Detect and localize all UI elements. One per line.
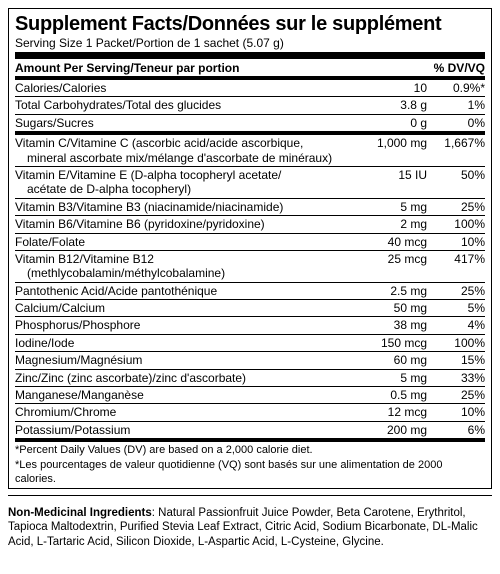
nutrient-row: Chromium/Chrome12 mcg10% [15, 404, 485, 420]
column-header-row: Amount Per Serving/Teneur par portion % … [15, 59, 485, 76]
nutrient-dv: 15% [427, 353, 485, 367]
nutrient-amount: 15 IU [355, 168, 427, 182]
nutrient-name: Magnesium/Magnésium [15, 353, 355, 367]
nutrient-dv: 50% [427, 168, 485, 182]
nutrient-dv: 1% [427, 98, 485, 112]
nutrient-name: Potassium/Potassium [15, 423, 355, 437]
nutrient-name: Vitamin B12/Vitamine B12(methlycobalamin… [15, 252, 355, 281]
nutrient-dv: 5% [427, 301, 485, 315]
nutrient-name: Folate/Folate [15, 235, 355, 249]
nutrient-amount: 60 mg [355, 353, 427, 367]
nutrient-dv: 25% [427, 388, 485, 402]
nutrient-dv: 0% [427, 116, 485, 130]
nutrient-row: Iodine/Iode150 mcg100% [15, 335, 485, 351]
nutrient-amount: 3.8 g [355, 98, 427, 112]
footnote-en: *Percent Daily Values (DV) are based on … [15, 442, 485, 457]
nutrient-name: Vitamin E/Vitamine E (D-alpha tocopheryl… [15, 168, 355, 197]
nutrient-name: Calories/Calories [15, 81, 355, 95]
nutrient-amount: 25 mcg [355, 252, 427, 266]
footnote-fr: *Les pourcentages de valeur quotidienne … [15, 457, 485, 485]
nutrient-name: Chromium/Chrome [15, 405, 355, 419]
header-amount-per-serving: Amount Per Serving/Teneur par portion [15, 61, 239, 75]
supplement-facts-panel: Supplement Facts/Données sur le suppléme… [8, 8, 492, 489]
nutrient-amount: 200 mg [355, 423, 427, 437]
nutrient-name: Manganese/Manganèse [15, 388, 355, 402]
nutrient-amount: 150 mcg [355, 336, 427, 350]
panel-title: Supplement Facts/Données sur le suppléme… [15, 13, 485, 35]
nutrient-dv: 10% [427, 235, 485, 249]
nutrient-dv: 25% [427, 200, 485, 214]
nutrient-row: Vitamin B12/Vitamine B12(methlycobalamin… [15, 251, 485, 282]
nutrient-name: Pantothenic Acid/Acide pantothénique [15, 284, 355, 298]
nutrient-name: Vitamin B3/Vitamine B3 (niacinamide/niac… [15, 200, 355, 214]
nutrient-row: Vitamin B3/Vitamine B3 (niacinamide/niac… [15, 199, 485, 215]
nutrient-amount: 40 mcg [355, 235, 427, 249]
nutrient-row: Manganese/Manganèse0.5 mg25% [15, 387, 485, 403]
outer-separator [8, 495, 492, 496]
nutrient-row: Folate/Folate40 mcg10% [15, 234, 485, 250]
nutrient-amount: 0.5 mg [355, 388, 427, 402]
nutrient-dv: 4% [427, 318, 485, 332]
nutrient-row: Total Carbohydrates/Total des glucides3.… [15, 97, 485, 113]
nutrient-amount: 1,000 mg [355, 136, 427, 150]
nutrient-name: Calcium/Calcium [15, 301, 355, 315]
nutrient-name-sub: mineral ascorbate mix/mélange d'ascorbat… [15, 151, 351, 165]
nutrient-dv: 33% [427, 371, 485, 385]
nutrient-amount: 5 mg [355, 371, 427, 385]
nutrient-amount: 5 mg [355, 200, 427, 214]
rule-thick-top [15, 52, 485, 59]
nutrient-row: Vitamin B6/Vitamine B6 (pyridoxine/pyrid… [15, 216, 485, 232]
nutrient-dv: 100% [427, 217, 485, 231]
nutrient-amount: 0 g [355, 116, 427, 130]
nutrient-dv: 25% [427, 284, 485, 298]
nutrient-name-sub: (methlycobalamin/méthylcobalamine) [15, 266, 351, 280]
nutrient-dv: 0.9%* [427, 81, 485, 95]
nutrient-rows: Calories/Calories100.9%*Total Carbohydra… [15, 80, 485, 442]
nutrient-name: Iodine/Iode [15, 336, 355, 350]
nutrient-dv: 100% [427, 336, 485, 350]
nutrient-amount: 50 mg [355, 301, 427, 315]
nutrient-name-sub: acétate de D-alpha tocopheryl) [15, 182, 351, 196]
serving-size: Serving Size 1 Packet/Portion de 1 sache… [15, 36, 485, 50]
nutrient-row: Sugars/Sucres0 g0% [15, 115, 485, 131]
nutrient-amount: 2.5 mg [355, 284, 427, 298]
nutrient-dv: 1,667% [427, 136, 485, 150]
nutrient-name: Total Carbohydrates/Total des glucides [15, 98, 355, 112]
nutrient-amount: 38 mg [355, 318, 427, 332]
nutrient-name: Vitamin C/Vitamine C (ascorbic acid/acid… [15, 136, 355, 165]
nutrient-amount: 10 [355, 81, 427, 95]
nutrient-row: Zinc/Zinc (zinc ascorbate)/zinc d'ascorb… [15, 370, 485, 386]
nutrient-dv: 417% [427, 252, 485, 266]
nutrient-row: Vitamin E/Vitamine E (D-alpha tocopheryl… [15, 167, 485, 198]
nutrient-dv: 10% [427, 405, 485, 419]
non-medicinal-ingredients: Non-Medicinal Ingredients: Natural Passi… [8, 506, 492, 549]
nutrient-row: Vitamin C/Vitamine C (ascorbic acid/acid… [15, 135, 485, 166]
nutrient-row: Phosphorus/Phosphore38 mg4% [15, 317, 485, 333]
header-dv: % DV/VQ [434, 61, 485, 75]
nutrient-row: Magnesium/Magnésium60 mg15% [15, 352, 485, 368]
nutrient-row: Calcium/Calcium50 mg5% [15, 300, 485, 316]
nutrient-name: Zinc/Zinc (zinc ascorbate)/zinc d'ascorb… [15, 371, 355, 385]
nutrient-amount: 12 mcg [355, 405, 427, 419]
nutrient-dv: 6% [427, 423, 485, 437]
nutrient-name: Phosphorus/Phosphore [15, 318, 355, 332]
nutrient-row: Pantothenic Acid/Acide pantothénique2.5 … [15, 283, 485, 299]
nutrient-amount: 2 mg [355, 217, 427, 231]
nutrient-name: Vitamin B6/Vitamine B6 (pyridoxine/pyrid… [15, 217, 355, 231]
nonmed-label: Non-Medicinal Ingredients [8, 507, 152, 519]
nutrient-name: Sugars/Sucres [15, 116, 355, 130]
nutrient-row: Potassium/Potassium200 mg6% [15, 422, 485, 438]
nutrient-row: Calories/Calories100.9%* [15, 80, 485, 96]
